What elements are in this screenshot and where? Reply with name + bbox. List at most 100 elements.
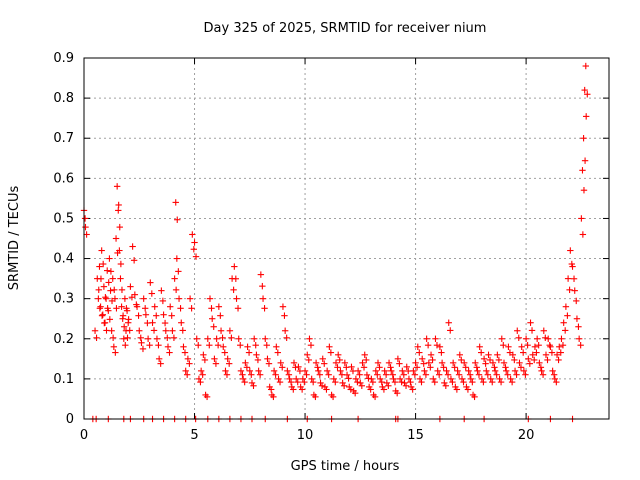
- data-point: [286, 375, 293, 383]
- data-point: [281, 312, 288, 319]
- data-point: [475, 371, 483, 378]
- data-point: [115, 201, 122, 209]
- data-point: [482, 360, 489, 367]
- data-point: [323, 367, 331, 375]
- data-point: [309, 378, 317, 386]
- data-point: [540, 327, 547, 334]
- data-point: [115, 207, 122, 214]
- data-point: [478, 375, 486, 383]
- data-point: [531, 343, 539, 350]
- data-point: [579, 167, 586, 174]
- data-point: [435, 371, 443, 378]
- data-point: [471, 393, 478, 401]
- data-point: [190, 246, 198, 253]
- data-point: [95, 286, 102, 294]
- data-point: [168, 312, 175, 319]
- y-tick-label: 0.7: [53, 131, 74, 146]
- data-point: [306, 335, 313, 342]
- data-point: [162, 327, 169, 334]
- data-point: [149, 319, 156, 326]
- data-point: [509, 351, 517, 359]
- data-point: [241, 378, 248, 386]
- data-point: [237, 367, 245, 375]
- data-point: [305, 356, 312, 364]
- data-point: [312, 359, 320, 367]
- data-point: [232, 275, 240, 282]
- y-tick-label: 0.9: [53, 51, 74, 66]
- data-point: [393, 389, 401, 397]
- data-point: [252, 341, 259, 349]
- data-point: [363, 356, 370, 364]
- data-point: [553, 378, 560, 386]
- data-point: [204, 335, 211, 342]
- data-point: [423, 335, 430, 342]
- data-point: [577, 341, 584, 349]
- data-point: [493, 371, 500, 378]
- data-point: [332, 378, 339, 386]
- data-point: [418, 378, 425, 386]
- data-point: [326, 343, 333, 350]
- data-point: [582, 62, 589, 70]
- data-point: [201, 356, 209, 364]
- data-point: [316, 371, 324, 378]
- data-point: [542, 334, 549, 342]
- data-point: [436, 343, 444, 350]
- data-point: [235, 335, 242, 342]
- data-point: [438, 359, 446, 367]
- data-point: [440, 364, 447, 371]
- data-point: [135, 312, 142, 319]
- data-point: [172, 199, 179, 206]
- y-axis-label: SRMTID / TECUs: [7, 186, 22, 291]
- data-point: [95, 295, 102, 302]
- data-point: [110, 343, 118, 350]
- y-tick-label: 0.3: [53, 292, 74, 307]
- data-point: [197, 367, 205, 375]
- data-point: [263, 341, 270, 349]
- data-point: [206, 341, 213, 349]
- data-point: [175, 295, 183, 302]
- data-point: [261, 305, 268, 312]
- data-point: [199, 371, 206, 378]
- data-point: [533, 349, 540, 356]
- data-point: [273, 343, 280, 350]
- data-point: [99, 311, 106, 318]
- data-point: [443, 367, 450, 375]
- data-point: [483, 367, 490, 375]
- data-point: [535, 341, 542, 349]
- data-point: [125, 319, 132, 326]
- data-point: [133, 303, 141, 310]
- data-point: [317, 379, 324, 387]
- data-point: [279, 364, 286, 371]
- data-point: [164, 343, 172, 350]
- data-point: [142, 311, 150, 318]
- data-point: [472, 359, 479, 367]
- data-point: [564, 312, 571, 319]
- data-point: [175, 268, 182, 275]
- data-point: [101, 319, 109, 326]
- data-point: [164, 334, 171, 342]
- data-point: [416, 349, 423, 356]
- y-tick-label: 0.8: [53, 91, 74, 106]
- data-point: [107, 268, 115, 275]
- data-point: [581, 86, 588, 94]
- data-point: [340, 382, 348, 389]
- data-point: [161, 319, 169, 327]
- data-point: [378, 378, 385, 386]
- chart-title: Day 325 of 2025, SRMTID for receiver niu…: [204, 21, 487, 36]
- data-point: [318, 382, 326, 389]
- data-point: [230, 286, 237, 294]
- data-point: [102, 294, 109, 301]
- data-point: [100, 283, 108, 290]
- data-point: [189, 231, 196, 238]
- data-point: [454, 367, 461, 375]
- data-point: [438, 349, 445, 356]
- data-point: [191, 239, 198, 246]
- data-point: [116, 223, 123, 231]
- data-point: [221, 349, 228, 356]
- data-point: [502, 364, 509, 371]
- data-point: [402, 382, 410, 389]
- data-point: [555, 356, 562, 364]
- data-point: [264, 355, 271, 363]
- data-point: [449, 359, 457, 367]
- data-point: [537, 364, 545, 371]
